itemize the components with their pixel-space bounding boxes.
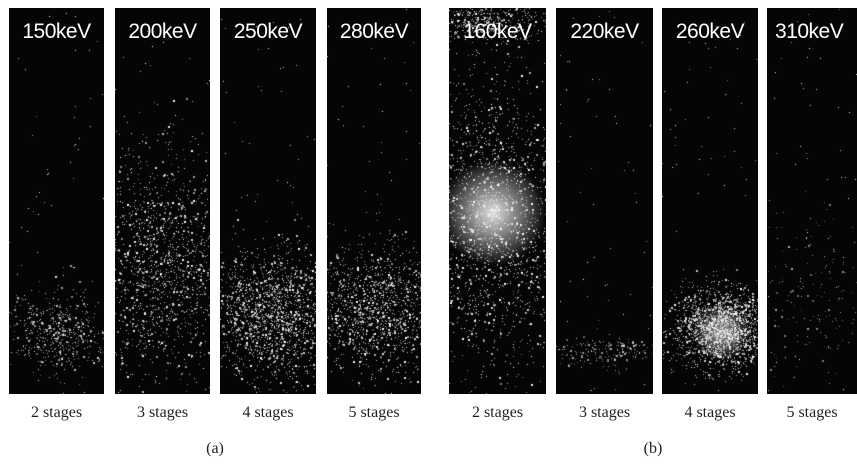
speckle-image (556, 8, 653, 394)
speckle-panel-260kev: 260keV (662, 8, 758, 394)
speckle-panel-150kev: 150keV (9, 8, 104, 394)
speckle-image (9, 8, 104, 394)
energy-label: 220keV (570, 20, 639, 43)
subfigure-label-a: (a) (206, 440, 224, 457)
speckle-image (327, 8, 421, 394)
speckle-panel-160kev: 160keV (449, 8, 546, 394)
energy-label: 160keV (463, 20, 532, 43)
speckle-panel-310kev: 310keV (767, 8, 857, 394)
subfigure-label-b: (b) (643, 440, 663, 457)
stage-caption: 2 stages (471, 404, 524, 421)
speckle-panel-280kev: 280keV (327, 8, 421, 394)
stage-caption: 5 stages (786, 404, 838, 421)
speckle-panel-220kev: 220keV (556, 8, 653, 394)
stage-caption: 3 stages (136, 404, 189, 421)
stage-caption: 3 stages (578, 404, 631, 421)
stage-caption: 4 stages (684, 404, 736, 421)
energy-label: 200keV (128, 20, 197, 43)
speckle-image (767, 8, 857, 394)
stage-caption: 2 stages (30, 404, 83, 421)
stage-caption: 5 stages (348, 404, 400, 421)
speckle-image (449, 8, 546, 394)
speckle-panel-250kev: 250keV (220, 8, 316, 394)
energy-label: 250keV (233, 20, 303, 43)
speckle-image (662, 8, 758, 394)
energy-label: 310keV (775, 20, 844, 43)
stage-caption: 4 stages (242, 404, 294, 421)
speckle-image (220, 8, 316, 394)
energy-label: 260keV (675, 20, 745, 43)
speckle-image (115, 8, 210, 394)
speckle-panel-200kev: 200keV (115, 8, 210, 394)
energy-label: 150keV (22, 20, 91, 43)
energy-label: 280keV (339, 20, 409, 43)
